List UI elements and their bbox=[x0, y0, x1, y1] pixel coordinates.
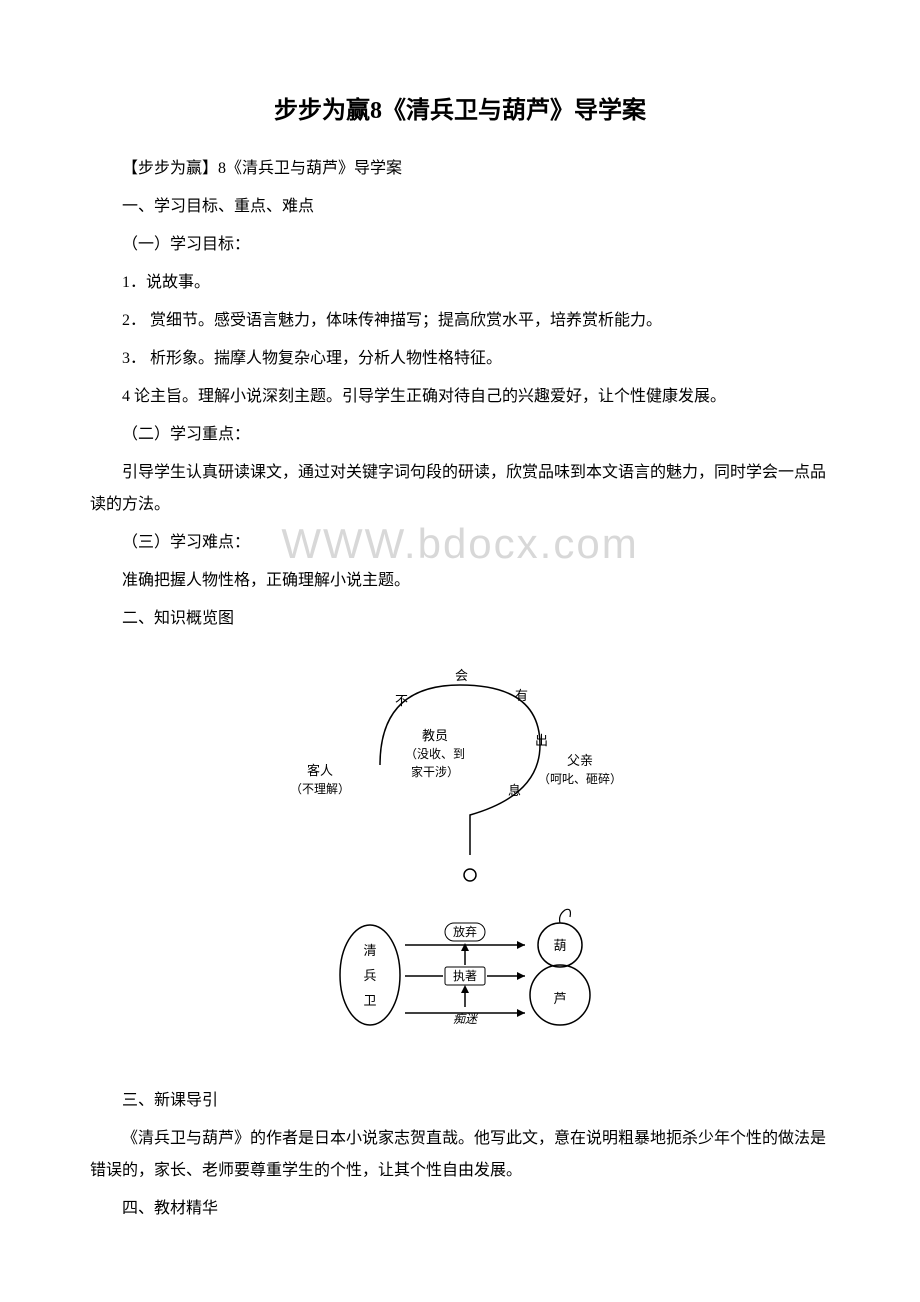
paragraph: 《清兵卫与葫芦》的作者是日本小说家志贺直哉。他写此文，意在说明粗暴地扼杀少年个性… bbox=[90, 1123, 830, 1187]
question-mark-dot bbox=[464, 869, 476, 881]
arrow-head-1 bbox=[517, 941, 525, 949]
paragraph: 二、知识概览图 bbox=[90, 603, 830, 635]
paragraph: 4 论主旨。理解小说深刻主题。引导学生正确对待自己的兴趣爱好，让个性健康发展。 bbox=[90, 381, 830, 413]
label-xi: 息 bbox=[508, 783, 521, 798]
paragraph: （二）学习重点： bbox=[90, 419, 830, 451]
arrow-head-2 bbox=[517, 972, 525, 980]
gourd-c2: 芦 bbox=[553, 991, 566, 1006]
label-bu: 不 bbox=[395, 693, 408, 708]
arrow-head-3 bbox=[517, 1009, 525, 1017]
paragraph: 三、新课导引 bbox=[90, 1085, 830, 1117]
right-box-line2: （呵叱、砸碎） bbox=[538, 771, 622, 786]
paragraph: 准确把握人物性格，正确理解小说主题。 bbox=[90, 565, 830, 597]
label-chu: 出 bbox=[535, 733, 548, 748]
label-hui: 会 bbox=[455, 668, 468, 683]
paragraph: 2． 赏细节。感受语言魅力，体味传神描写；提高欣赏水平，培养赏析能力。 bbox=[90, 305, 830, 337]
up-arrow-head-2 bbox=[461, 985, 469, 993]
paragraph: （三）学习难点： bbox=[90, 527, 830, 559]
document-title: 步步为赢8《清兵卫与葫芦》导学案 bbox=[90, 90, 830, 125]
paragraph: 一、学习目标、重点、难点 bbox=[90, 191, 830, 223]
gourd-c1: 葫 bbox=[553, 938, 566, 953]
paragraph: 引导学生认真研读课文，通过对关键字词句段的研读，欣赏品味到本文语言的魅力，同时学… bbox=[90, 457, 830, 521]
mid-box-line2: （没收、到 bbox=[405, 746, 465, 761]
mid-box-line1: 教员 bbox=[422, 728, 448, 743]
knowledge-diagram: 不 会 有 出 息 客人 （不理解） 教员 （没收、到 家干涉） 父亲 （呵叱、… bbox=[260, 645, 660, 1065]
gourd-stem bbox=[560, 909, 571, 923]
label-chimi: 痴迷 bbox=[453, 1012, 479, 1026]
oval-c2: 兵 bbox=[363, 968, 376, 983]
label-you: 有 bbox=[515, 688, 528, 703]
oval-c1: 清 bbox=[363, 943, 376, 958]
question-mark-curve bbox=[380, 685, 540, 855]
paragraph: （一）学习目标： bbox=[90, 229, 830, 261]
document-content: 步步为赢8《清兵卫与葫芦》导学案 【步步为赢】8《清兵卫与葫芦》导学案 一、学习… bbox=[90, 90, 830, 1225]
left-box-line2: （不理解） bbox=[290, 782, 350, 796]
right-box-line1: 父亲 bbox=[567, 753, 593, 768]
paragraph: 四、教材精华 bbox=[90, 1193, 830, 1225]
oval-c3: 卫 bbox=[363, 993, 376, 1008]
label-zhizhu: 执著 bbox=[453, 969, 477, 983]
label-fangqi: 放弃 bbox=[453, 924, 477, 939]
up-arrow-head-1 bbox=[461, 943, 469, 951]
left-box-line1: 客人 bbox=[307, 763, 333, 778]
paragraph: 1．说故事。 bbox=[90, 267, 830, 299]
paragraph: 3． 析形象。揣摩人物复杂心理，分析人物性格特征。 bbox=[90, 343, 830, 375]
diagram-container: 不 会 有 出 息 客人 （不理解） 教员 （没收、到 家干涉） 父亲 （呵叱、… bbox=[90, 645, 830, 1065]
mid-box-line3: 家干涉） bbox=[411, 764, 459, 779]
paragraph: 【步步为赢】8《清兵卫与葫芦》导学案 bbox=[90, 153, 830, 185]
